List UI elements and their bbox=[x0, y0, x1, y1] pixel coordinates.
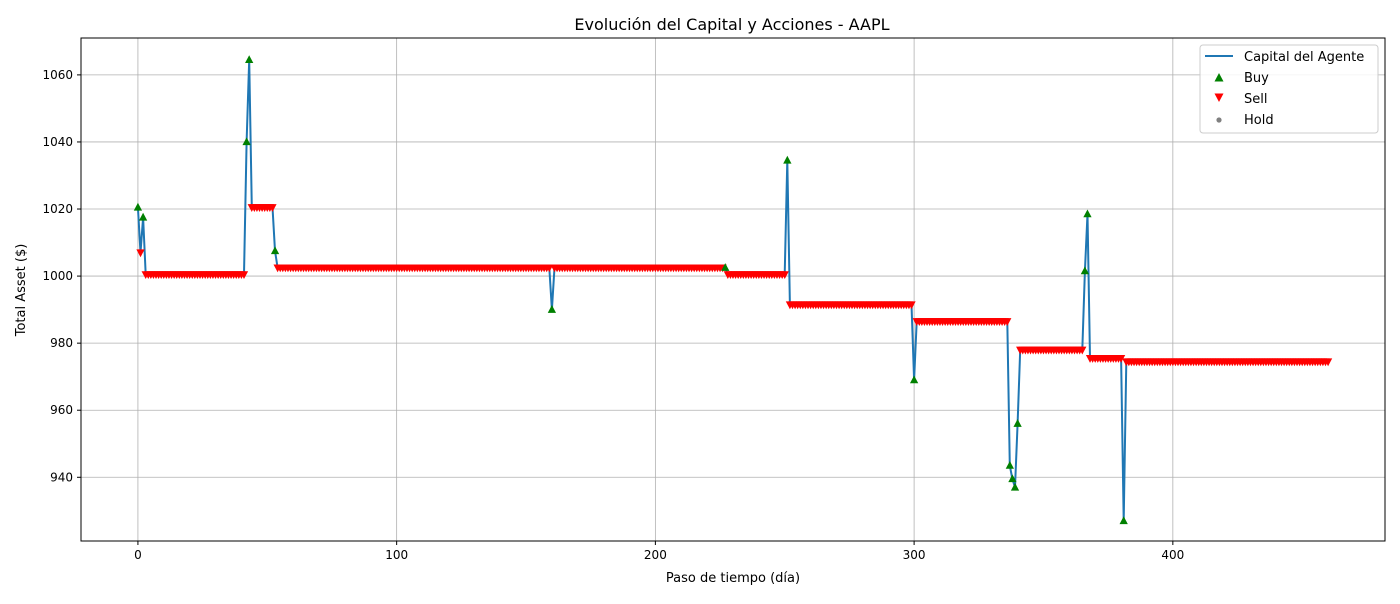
buy-marker bbox=[242, 137, 251, 146]
legend-label: Hold bbox=[1244, 113, 1274, 128]
x-tick-label: 100 bbox=[385, 548, 408, 562]
buy-marker bbox=[245, 55, 254, 64]
chart-title: Evolución del Capital y Acciones - AAPL bbox=[574, 15, 889, 34]
buy-marker bbox=[1083, 209, 1092, 218]
x-tick-label: 0 bbox=[134, 548, 142, 562]
y-tick-label: 960 bbox=[50, 403, 73, 417]
sell-marker bbox=[780, 271, 789, 280]
y-tick-label: 1060 bbox=[42, 68, 73, 82]
y-axis-label: Total Asset ($) bbox=[14, 244, 29, 338]
legend-label: Buy bbox=[1244, 71, 1269, 86]
buy-marker bbox=[1005, 460, 1014, 469]
y-tick-label: 980 bbox=[50, 336, 73, 350]
x-tick-label: 400 bbox=[1161, 548, 1184, 562]
sell-marker bbox=[239, 271, 249, 280]
x-axis-label: Paso de tiempo (día) bbox=[666, 571, 800, 586]
legend-box bbox=[1199, 44, 1379, 134]
buy-marker bbox=[1010, 482, 1020, 491]
buy-marker bbox=[270, 246, 280, 255]
buy-marker bbox=[1013, 419, 1022, 427]
sell-marker bbox=[136, 249, 145, 258]
legend-label: Sell bbox=[1244, 92, 1267, 107]
legend-sell-swatch bbox=[1214, 93, 1224, 102]
legend: Capital del Agente Buy Sell Hold bbox=[1199, 44, 1379, 134]
legend-buy-swatch bbox=[1214, 73, 1224, 82]
buy-marker bbox=[547, 305, 557, 313]
x-tick-label: 300 bbox=[903, 548, 926, 562]
legend-label: Capital del Agente bbox=[1244, 50, 1364, 65]
sell-marker bbox=[268, 204, 277, 212]
axes-frame bbox=[80, 37, 1386, 542]
sell-marker bbox=[1078, 346, 1087, 355]
sell-marker bbox=[1116, 355, 1126, 363]
sell-marker bbox=[1323, 358, 1333, 367]
y-tick-label: 940 bbox=[50, 470, 73, 484]
buy-marker bbox=[1080, 266, 1090, 275]
buy-marker bbox=[721, 263, 730, 271]
buy-marker bbox=[783, 155, 792, 164]
x-tick-label: 200 bbox=[644, 548, 667, 562]
buy-marker bbox=[1008, 474, 1017, 483]
sell-marker bbox=[1003, 318, 1012, 326]
legend-hold-swatch bbox=[1216, 117, 1222, 123]
capital-line bbox=[136, 58, 1329, 522]
plot-markers bbox=[133, 55, 1333, 525]
axis-ticks: 0 100 200 300 400 940 960 980 1000 1020 1040 1060 bbox=[42, 68, 1184, 562]
buy-marker bbox=[1119, 516, 1128, 525]
plot-series bbox=[136, 58, 1329, 522]
y-tick-label: 1000 bbox=[42, 269, 73, 283]
buy-marker bbox=[909, 375, 919, 384]
y-tick-label: 1020 bbox=[42, 202, 73, 216]
sell-marker bbox=[907, 301, 916, 310]
buy-marker bbox=[133, 202, 143, 211]
y-tick-label: 1040 bbox=[42, 135, 73, 149]
buy-marker bbox=[138, 212, 148, 221]
